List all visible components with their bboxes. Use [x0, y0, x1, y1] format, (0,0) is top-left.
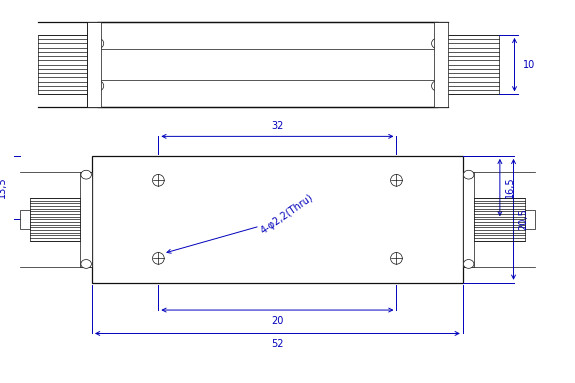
Text: 20: 20	[271, 316, 283, 326]
Text: 20,5: 20,5	[519, 208, 528, 230]
Bar	[20, 210, 29, 229]
Ellipse shape	[463, 260, 474, 268]
Bar	[87, 22, 101, 107]
Ellipse shape	[463, 170, 474, 179]
Text: 32: 32	[271, 121, 283, 131]
Text: 16,5: 16,5	[505, 177, 515, 198]
Ellipse shape	[81, 260, 91, 268]
Bar	[435, 22, 448, 107]
Ellipse shape	[81, 170, 91, 179]
Ellipse shape	[94, 39, 104, 48]
Ellipse shape	[432, 81, 442, 91]
Bar	[525, 210, 535, 229]
Bar	[463, 172, 474, 267]
Bar	[81, 172, 92, 267]
Text: 52: 52	[271, 339, 283, 349]
Text: 10: 10	[523, 60, 535, 70]
Ellipse shape	[432, 39, 442, 48]
Bar	[97, 22, 438, 107]
Bar	[474, 198, 525, 241]
Bar	[39, 35, 97, 94]
Text: 13,5: 13,5	[0, 177, 7, 198]
Bar	[29, 198, 81, 241]
Bar	[440, 35, 499, 94]
Ellipse shape	[94, 81, 104, 91]
Bar	[92, 156, 463, 283]
Text: 4-φ2,2(Thru): 4-φ2,2(Thru)	[259, 193, 315, 236]
